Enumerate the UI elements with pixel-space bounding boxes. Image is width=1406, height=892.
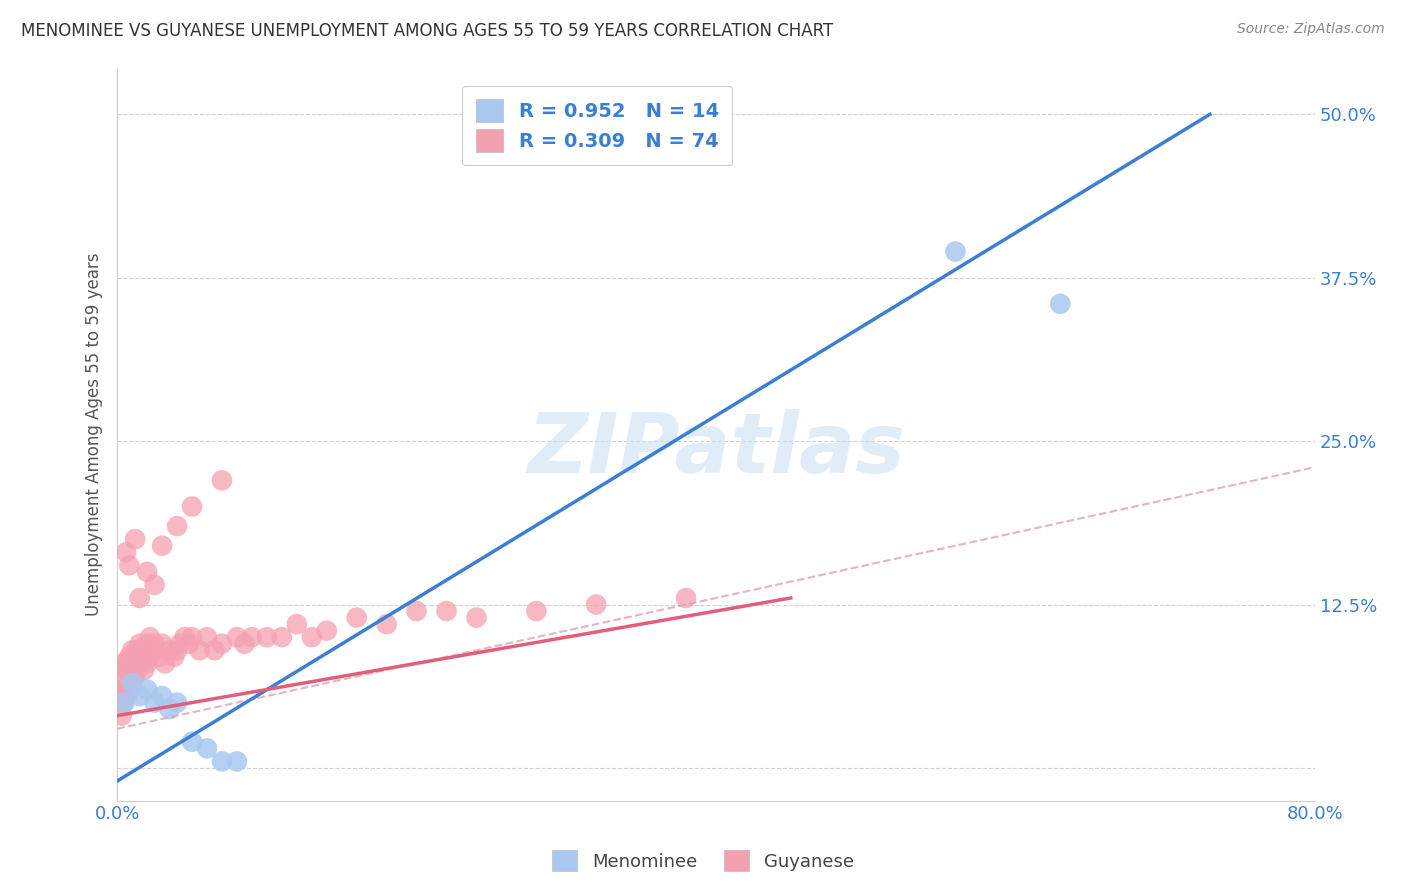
Point <box>1049 297 1071 311</box>
Point <box>163 649 186 664</box>
Point <box>125 663 148 677</box>
Point <box>436 604 458 618</box>
Point <box>143 696 166 710</box>
Point <box>945 244 967 259</box>
Text: ZIPatlas: ZIPatlas <box>527 409 905 490</box>
Point <box>148 649 170 664</box>
Point <box>115 682 138 697</box>
Point <box>142 643 165 657</box>
Point <box>118 649 141 664</box>
Point <box>139 630 162 644</box>
Point <box>136 682 159 697</box>
Point <box>173 630 195 644</box>
Point <box>143 578 166 592</box>
Point <box>181 500 204 514</box>
Point <box>128 637 150 651</box>
Point <box>270 630 292 644</box>
Legend: Menominee, Guyanese: Menominee, Guyanese <box>546 843 860 879</box>
Point <box>124 649 146 664</box>
Point <box>195 741 218 756</box>
Point <box>121 676 143 690</box>
Point <box>108 682 131 697</box>
Point <box>111 708 134 723</box>
Point <box>129 649 152 664</box>
Point <box>128 657 150 671</box>
Point <box>117 689 139 703</box>
Point <box>169 637 191 651</box>
Point <box>124 532 146 546</box>
Point <box>150 539 173 553</box>
Point <box>114 696 136 710</box>
Point <box>166 643 188 657</box>
Text: MENOMINEE VS GUYANESE UNEMPLOYMENT AMONG AGES 55 TO 59 YEARS CORRELATION CHART: MENOMINEE VS GUYANESE UNEMPLOYMENT AMONG… <box>21 22 834 40</box>
Point <box>136 657 159 671</box>
Point <box>177 637 200 651</box>
Point <box>121 643 143 657</box>
Point <box>107 696 129 710</box>
Point <box>139 649 162 664</box>
Point <box>150 637 173 651</box>
Point <box>121 657 143 671</box>
Point <box>181 630 204 644</box>
Point <box>226 630 249 644</box>
Point <box>226 755 249 769</box>
Point <box>153 657 176 671</box>
Point <box>115 545 138 559</box>
Point <box>117 663 139 677</box>
Point <box>114 663 136 677</box>
Text: Source: ZipAtlas.com: Source: ZipAtlas.com <box>1237 22 1385 37</box>
Point <box>125 643 148 657</box>
Point <box>134 663 156 677</box>
Point <box>211 637 233 651</box>
Point <box>315 624 337 638</box>
Point <box>121 676 143 690</box>
Point <box>346 610 368 624</box>
Point <box>131 657 153 671</box>
Point <box>233 637 256 651</box>
Point <box>115 657 138 671</box>
Point <box>675 591 697 605</box>
Point <box>111 669 134 683</box>
Point <box>465 610 488 624</box>
Point <box>150 689 173 703</box>
Point <box>159 702 181 716</box>
Point <box>211 473 233 487</box>
Point <box>256 630 278 644</box>
Point <box>211 755 233 769</box>
Point <box>285 617 308 632</box>
Point <box>118 682 141 697</box>
Point <box>114 689 136 703</box>
Point <box>301 630 323 644</box>
Point <box>120 669 142 683</box>
Point <box>405 604 427 618</box>
Point <box>375 617 398 632</box>
Point <box>240 630 263 644</box>
Point <box>136 565 159 579</box>
Legend: R = 0.952   N = 14, R = 0.309   N = 74: R = 0.952 N = 14, R = 0.309 N = 74 <box>463 86 733 166</box>
Point <box>585 598 607 612</box>
Point <box>136 637 159 651</box>
Point <box>143 637 166 651</box>
Point <box>166 696 188 710</box>
Point <box>112 696 135 710</box>
Point <box>128 689 150 703</box>
Point <box>188 643 211 657</box>
Point <box>112 657 135 671</box>
Point <box>524 604 547 618</box>
Point <box>124 669 146 683</box>
Point <box>159 643 181 657</box>
Point <box>195 630 218 644</box>
Point <box>128 591 150 605</box>
Point <box>204 643 226 657</box>
Y-axis label: Unemployment Among Ages 55 to 59 years: Unemployment Among Ages 55 to 59 years <box>86 252 103 616</box>
Point <box>166 519 188 533</box>
Point <box>181 735 204 749</box>
Point <box>134 643 156 657</box>
Point <box>118 558 141 573</box>
